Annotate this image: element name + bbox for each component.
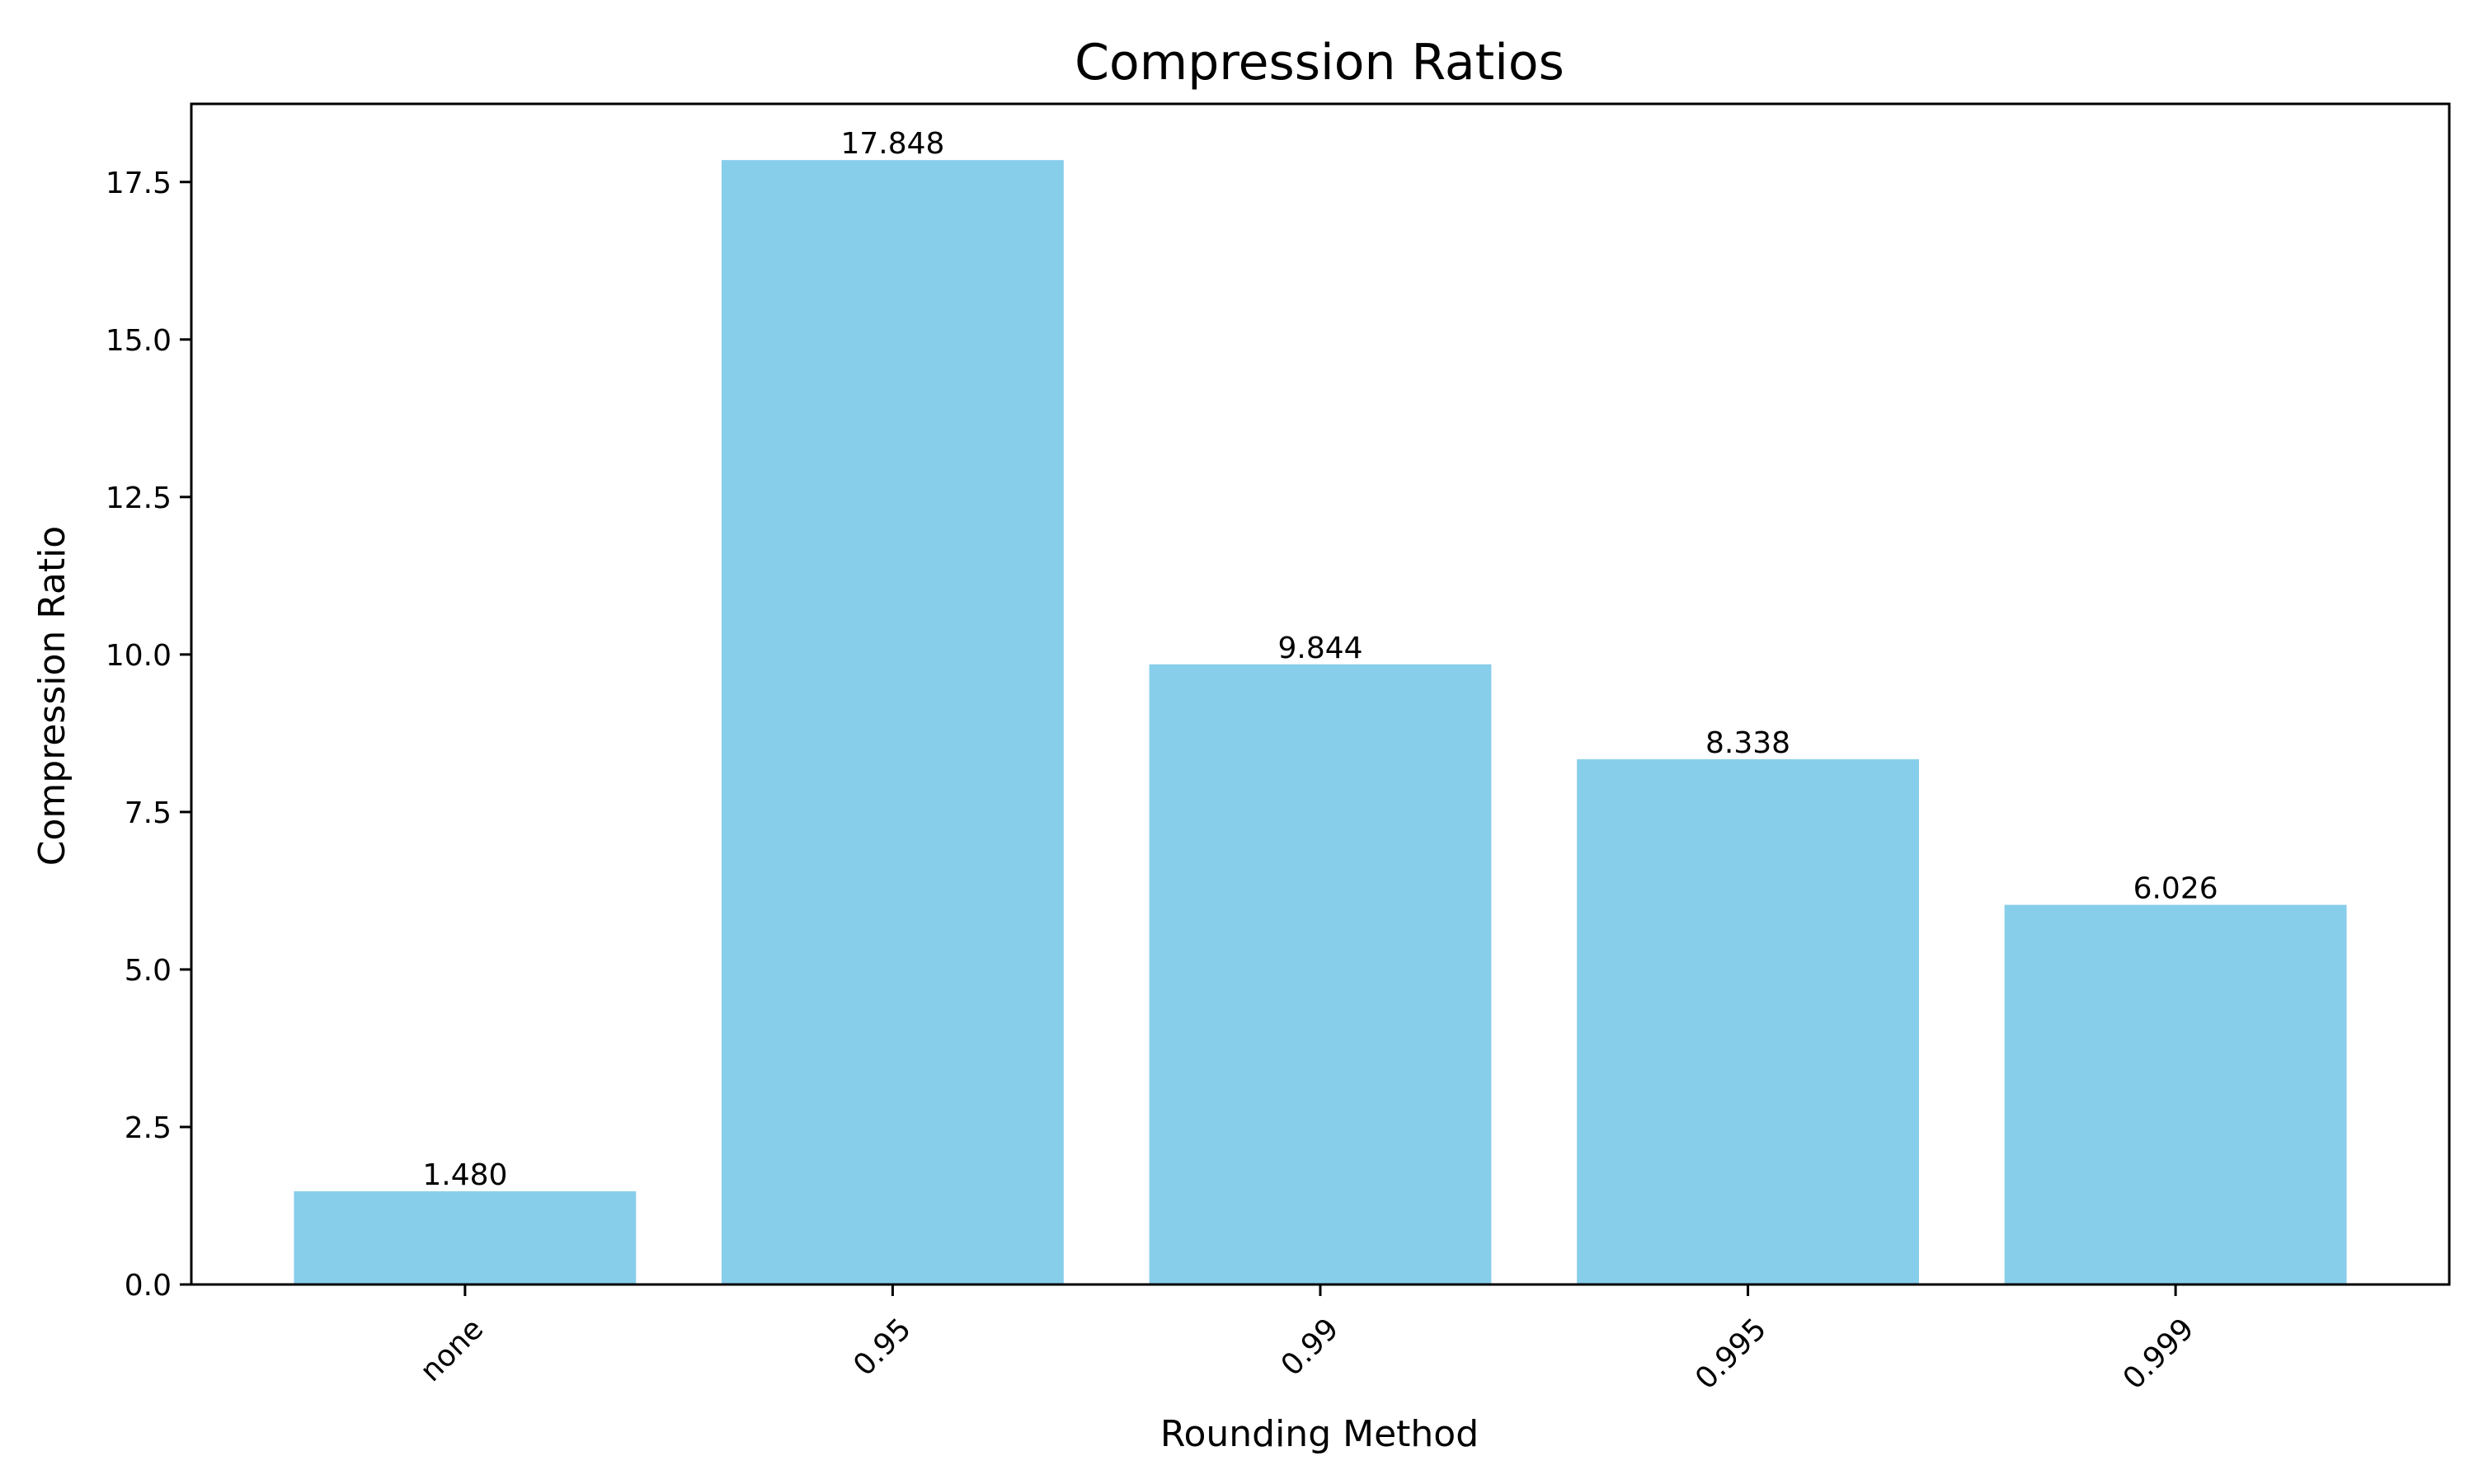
y-tick-label: 5.0 [125, 954, 172, 988]
y-tick-label: 7.5 [125, 796, 172, 830]
bar-0-995 [1577, 758, 1919, 1284]
value-labels-group: 1.480 17.848 9.844 8.338 6.026 [422, 127, 2218, 1192]
bars-group [294, 160, 2347, 1284]
value-label: 1.480 [422, 1158, 507, 1192]
bar-0-999 [2004, 904, 2347, 1284]
y-axis-label: Compression Ratio [31, 526, 73, 866]
plot-frame [190, 102, 2451, 1286]
y-tick-label: 2.5 [125, 1111, 172, 1145]
bar-none [294, 1190, 637, 1284]
y-tick-label: 10.0 [106, 639, 172, 673]
chart-title: Compression Ratios [1075, 34, 1564, 92]
y-tick-label: 15.0 [106, 324, 172, 358]
x-axis-label: Rounding Method [1160, 1413, 1479, 1455]
bar-0-95 [722, 160, 1064, 1284]
y-tick-label: 17.5 [106, 167, 172, 200]
bar-0-99 [1149, 664, 1492, 1284]
value-label: 9.844 [1277, 632, 1362, 665]
value-label: 8.338 [1705, 726, 1790, 760]
y-tick-label: 0.0 [125, 1269, 172, 1303]
value-label: 6.026 [2133, 872, 2218, 906]
y-axis-ticks: 0.0 2.5 5.0 7.5 10.0 12.5 15.0 17.5 [106, 167, 191, 1303]
y-tick-label: 12.5 [106, 481, 172, 515]
value-label: 17.848 [840, 127, 944, 161]
